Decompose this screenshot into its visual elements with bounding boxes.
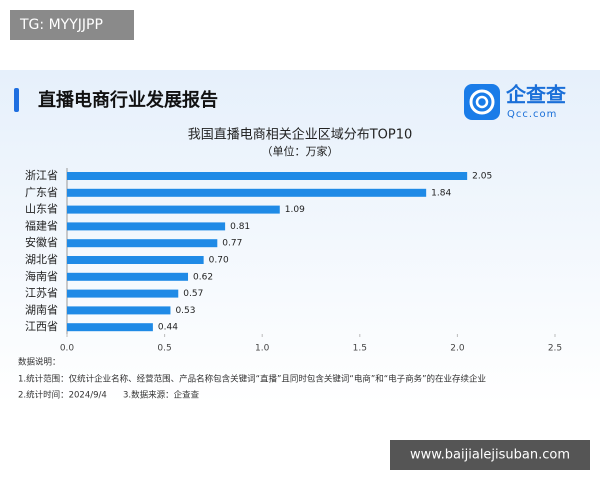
chart-title: 我国直播电商相关企业区域分布TOP10: [188, 127, 413, 143]
x-tick-label: 0.0: [60, 344, 75, 354]
note: 2.统计时间：2024/9/4: [18, 390, 107, 401]
note: 数据说明：: [18, 357, 61, 368]
bar: [67, 289, 179, 298]
x-tick-label: 0.5: [157, 344, 171, 354]
bar: [67, 323, 153, 332]
value-label: 1.09: [285, 205, 305, 215]
bar: [67, 239, 218, 248]
bar: [67, 306, 171, 315]
logo-ring-inner: [475, 95, 489, 109]
y-tick-label: 海南省: [25, 269, 58, 283]
value-label: 0.70: [209, 256, 229, 266]
value-label: 0.81: [230, 222, 250, 232]
title-accent: [14, 88, 19, 112]
note: 1.统计范围：仅统计企业名称、经营范围、产品名称包含关键词“直播”且同时包含关键…: [18, 374, 486, 385]
y-tick-label: 江苏省: [25, 287, 58, 300]
value-label: 0.62: [193, 272, 213, 282]
y-tick-label: 浙江省: [25, 169, 58, 182]
watermark-box: [10, 10, 134, 40]
watermark: TG: MYYJJPP: [19, 17, 103, 33]
footer-box: [390, 440, 590, 470]
logo-icon: [464, 84, 500, 120]
bar: [67, 172, 468, 180]
value-label: 0.53: [175, 306, 195, 316]
bar: [67, 272, 189, 281]
y-tick-label: 福建省: [25, 218, 58, 232]
x-tick-label: 1.0: [255, 344, 270, 354]
x-tick-label: 2.0: [450, 344, 465, 354]
y-tick-label: 山东省: [25, 203, 58, 216]
y-tick-label: 安徽省: [25, 235, 58, 249]
report-card: [0, 70, 600, 405]
y-tick-label: 江西省: [25, 320, 58, 333]
bar: [67, 256, 204, 264]
bar: [67, 222, 226, 231]
logo-name: 企查查: [505, 83, 566, 107]
y-tick-label: 湖南省: [25, 303, 58, 316]
bar: [67, 205, 280, 214]
x-tick-label: 2.5: [548, 344, 562, 354]
value-label: 0.57: [183, 289, 203, 299]
logo-domain: Qcc.com: [507, 109, 557, 120]
y-tick-label: 湖北省: [25, 253, 58, 266]
report-title: 直播电商行业发展报告: [38, 89, 218, 111]
footer-watermark: www.baijialejisuban.com: [410, 448, 570, 463]
logo-ring: [469, 89, 495, 115]
note: 3.数据来源：企查查: [123, 390, 200, 401]
bar: [67, 188, 427, 197]
value-label: 2.05: [472, 172, 492, 182]
x-tick-label: 1.5: [353, 344, 367, 354]
value-label: 1.84: [431, 188, 451, 198]
value-label: 0.44: [158, 323, 178, 333]
chart-subtitle: （单位：万家）: [262, 144, 339, 158]
value-label: 0.77: [222, 239, 242, 249]
y-tick-label: 广东省: [25, 186, 58, 199]
